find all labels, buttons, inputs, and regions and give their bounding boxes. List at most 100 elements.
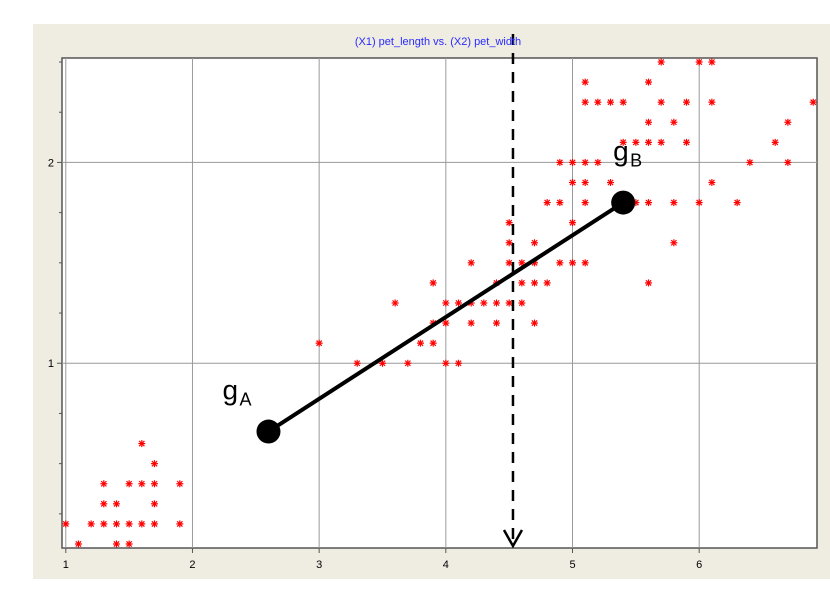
data-point: [138, 520, 146, 528]
data-point: [543, 279, 551, 287]
data-point: [607, 179, 615, 187]
data-point: [619, 138, 627, 146]
data-point: [784, 118, 792, 126]
data-point: [378, 359, 386, 367]
data-point: [125, 480, 133, 488]
data-point: [150, 480, 158, 488]
data-point: [518, 279, 526, 287]
data-point: [493, 319, 501, 327]
data-point: [442, 299, 450, 307]
centroid-b-label: g: [613, 136, 629, 167]
data-point: [569, 158, 577, 166]
data-point: [556, 158, 564, 166]
data-point: [455, 359, 463, 367]
data-point: [74, 540, 82, 548]
data-point: [657, 138, 665, 146]
separator-arrow-head: [502, 529, 524, 549]
data-point: [100, 520, 108, 528]
data-point: [467, 259, 475, 267]
data-point: [543, 199, 551, 207]
data-point: [569, 219, 577, 227]
plot-area: [61, 57, 818, 549]
data-point: [670, 199, 678, 207]
data-point: [581, 78, 589, 86]
data-point: [493, 299, 501, 307]
y-tick-label: 2: [48, 157, 54, 169]
data-point: [657, 98, 665, 106]
data-point: [670, 239, 678, 247]
data-point: [442, 319, 450, 327]
data-point: [607, 98, 615, 106]
data-point: [569, 259, 577, 267]
x-tick-label: 3: [316, 559, 322, 571]
data-point: [505, 219, 513, 227]
minor-ticks: [59, 61, 62, 515]
data-point: [581, 98, 589, 106]
data-point: [505, 259, 513, 267]
data-point: [416, 339, 424, 347]
data-point: [404, 359, 412, 367]
data-point: [784, 158, 792, 166]
data-point: [683, 138, 691, 146]
centroid-b-subscript: B: [630, 151, 642, 171]
data-point: [138, 480, 146, 488]
data-point: [708, 58, 716, 66]
y-axis-ticks: 12: [48, 157, 62, 370]
data-point: [391, 299, 399, 307]
data-point: [708, 98, 716, 106]
centroid-b-marker: [611, 190, 636, 215]
data-point: [632, 138, 640, 146]
data-point: [505, 299, 513, 307]
data-point: [708, 179, 716, 187]
data-point: [100, 500, 108, 508]
data-point: [442, 359, 450, 367]
data-point: [429, 279, 437, 287]
data-point: [581, 179, 589, 187]
centroid-a-marker: [256, 419, 281, 444]
x-tick-label: 5: [569, 559, 575, 571]
data-point: [150, 460, 158, 468]
data-point: [531, 279, 539, 287]
data-point: [594, 98, 602, 106]
data-point: [670, 118, 678, 126]
x-axis-ticks: 1 2 3 4 5 6: [63, 548, 702, 571]
data-point: [518, 299, 526, 307]
data-point: [746, 158, 754, 166]
data-point: [176, 480, 184, 488]
data-point: [353, 359, 361, 367]
data-point: [645, 279, 653, 287]
data-point: [695, 199, 703, 207]
data-point: [581, 199, 589, 207]
data-point: [531, 319, 539, 327]
data-point: [480, 299, 488, 307]
data-point: [505, 239, 513, 247]
data-point: [176, 520, 184, 528]
data-point: [150, 520, 158, 528]
x-tick-label: 4: [443, 559, 449, 571]
data-point: [809, 98, 817, 106]
data-point: [556, 259, 564, 267]
data-point: [581, 158, 589, 166]
data-point: [683, 98, 691, 106]
annotations: g Ag B: [222, 34, 642, 549]
data-point: [531, 239, 539, 247]
data-point: [62, 520, 70, 528]
data-point: [138, 440, 146, 448]
data-point: [594, 158, 602, 166]
data-point: [112, 540, 120, 548]
data-point: [467, 319, 475, 327]
centroid-a-label: g: [222, 375, 238, 406]
data-point: [771, 138, 779, 146]
x-tick-label: 6: [696, 559, 702, 571]
data-point: [695, 58, 703, 66]
data-point: [455, 299, 463, 307]
data-point: [645, 78, 653, 86]
data-point: [645, 138, 653, 146]
y-tick-label: 1: [48, 358, 54, 370]
centroid-connector: [267, 200, 625, 434]
data-point: [315, 339, 323, 347]
data-point: [556, 199, 564, 207]
data-point: [150, 500, 158, 508]
data-point: [619, 98, 627, 106]
